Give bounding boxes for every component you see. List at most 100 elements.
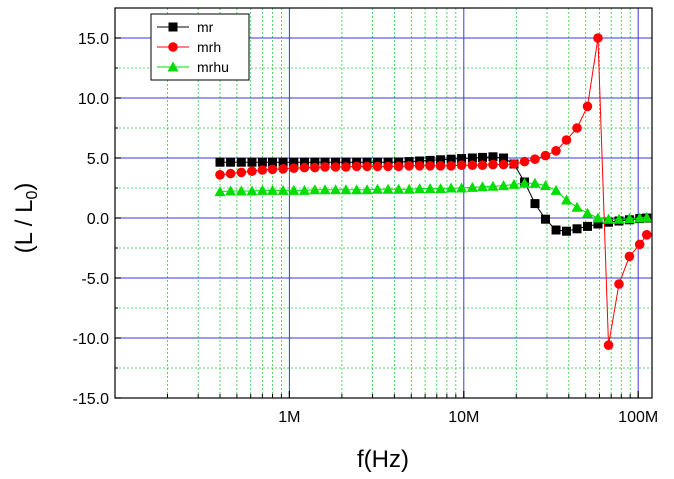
data-point-mrhu bbox=[435, 183, 447, 194]
data-point-mrhu bbox=[309, 184, 321, 195]
data-point-mr bbox=[299, 157, 309, 167]
data-point-mr bbox=[415, 156, 425, 166]
data-point-mrh bbox=[509, 159, 519, 169]
data-point-mrhu bbox=[623, 213, 635, 224]
data-point-mr bbox=[488, 152, 498, 162]
data-point-mrh bbox=[299, 162, 310, 173]
data-point-mrhu bbox=[266, 184, 278, 195]
data-point-mrh bbox=[393, 161, 404, 172]
data-point-mrh bbox=[289, 163, 299, 173]
data-point-mrh bbox=[425, 161, 435, 171]
data-point-mrhu bbox=[424, 183, 436, 194]
legend-marker-mrh bbox=[168, 42, 178, 52]
data-point-mrhu bbox=[235, 185, 247, 196]
series-layer bbox=[214, 33, 653, 351]
data-point-mrhu bbox=[508, 178, 520, 189]
data-point-mr bbox=[551, 225, 561, 235]
x-axis-title: f(Hz) bbox=[357, 446, 409, 473]
data-point-mr bbox=[257, 157, 267, 167]
legend-label-mrh: mrh bbox=[197, 39, 221, 55]
data-point-mrhu bbox=[498, 180, 510, 191]
data-point-mrhu bbox=[603, 213, 615, 224]
data-point-mrhu bbox=[550, 184, 562, 195]
x-tick-label: 1M bbox=[278, 409, 300, 426]
data-point-mr bbox=[267, 157, 277, 167]
series-mrhu bbox=[214, 177, 653, 224]
data-point-mr bbox=[289, 157, 299, 167]
data-point-mr bbox=[457, 154, 467, 164]
data-point-mrh bbox=[267, 164, 278, 175]
data-point-mrh bbox=[624, 251, 635, 262]
data-point-mr bbox=[436, 155, 446, 165]
data-point-mrhu bbox=[581, 207, 593, 218]
data-point-mr bbox=[530, 199, 540, 209]
data-point-mrhu bbox=[529, 177, 541, 188]
legend-marker-mr bbox=[168, 22, 178, 32]
data-point-mrhu bbox=[466, 181, 478, 192]
data-point-mrh bbox=[561, 135, 572, 145]
y-axis-title-main: (L / L bbox=[11, 200, 38, 254]
y-axis-title: (L / L0) bbox=[11, 183, 41, 254]
data-point-mrhu bbox=[256, 184, 268, 195]
data-point-mr bbox=[320, 157, 330, 167]
data-point-mrhu bbox=[476, 181, 488, 192]
y-axis-title-end: ) bbox=[11, 183, 38, 191]
legend-label-mr: mr bbox=[197, 19, 214, 35]
data-point-mrhu bbox=[414, 183, 426, 194]
data-point-mr bbox=[561, 226, 571, 236]
data-point-mrhu bbox=[445, 182, 457, 193]
data-point-mr bbox=[425, 155, 435, 165]
data-point-mrhu bbox=[571, 201, 583, 212]
data-point-mrhu bbox=[340, 184, 352, 195]
data-point-mrhu bbox=[277, 184, 289, 195]
y-tick-label: 0.0 bbox=[87, 211, 109, 228]
data-point-mrh bbox=[215, 170, 225, 180]
data-point-mrhu bbox=[361, 184, 373, 195]
data-point-mrh bbox=[404, 161, 414, 171]
y-tick-label: 10.0 bbox=[78, 91, 109, 108]
data-point-mr bbox=[341, 157, 351, 167]
data-point-mrhu bbox=[298, 184, 310, 195]
data-point-mrh bbox=[372, 161, 383, 172]
legend-marker-mrhu bbox=[167, 61, 179, 72]
data-point-mrhu bbox=[487, 180, 499, 191]
data-point-mr bbox=[540, 214, 550, 224]
data-point-mrh bbox=[247, 166, 257, 176]
legend: mr mrh mrhu bbox=[150, 13, 250, 81]
data-point-mrh bbox=[603, 340, 614, 351]
data-point-mr bbox=[278, 157, 288, 167]
data-point-mrhu bbox=[403, 183, 415, 194]
data-point-mr bbox=[226, 157, 236, 167]
data-point-mrh bbox=[530, 154, 540, 164]
data-point-mrh bbox=[572, 123, 582, 133]
data-point-mrh bbox=[435, 161, 446, 171]
data-point-mrh bbox=[467, 160, 478, 170]
data-point-mr bbox=[215, 157, 225, 167]
data-point-mrh bbox=[477, 160, 488, 170]
tick-labels: 1M 10M 100M -15.0 -10.0 -5.0 0.0 5.0 10.0 15.0 bbox=[73, 31, 659, 426]
data-point-mrh bbox=[257, 165, 268, 175]
data-point-mrh bbox=[236, 167, 247, 178]
data-point-mrhu bbox=[351, 184, 363, 195]
data-point-mrhu bbox=[246, 185, 258, 196]
y-tick-label: 15.0 bbox=[78, 31, 109, 48]
data-point-mrhu bbox=[214, 186, 226, 197]
data-point-mrh bbox=[582, 101, 593, 112]
y-tick-label: -10.0 bbox=[73, 331, 110, 348]
data-point-mr bbox=[331, 157, 341, 167]
data-point-mrh bbox=[341, 162, 351, 172]
data-point-mrhu bbox=[382, 183, 394, 194]
data-point-mrh bbox=[362, 161, 372, 172]
data-point-mr bbox=[593, 219, 603, 229]
axis-ticks bbox=[115, 7, 639, 399]
data-point-mrh bbox=[551, 146, 561, 156]
data-point-mr bbox=[477, 152, 487, 162]
data-point-mr bbox=[446, 154, 456, 164]
data-point-mrh bbox=[498, 159, 509, 170]
data-point-mrh bbox=[278, 164, 288, 174]
data-point-mrh bbox=[488, 159, 498, 170]
data-point-mrhu bbox=[330, 184, 342, 195]
data-point-mrh bbox=[225, 168, 236, 179]
